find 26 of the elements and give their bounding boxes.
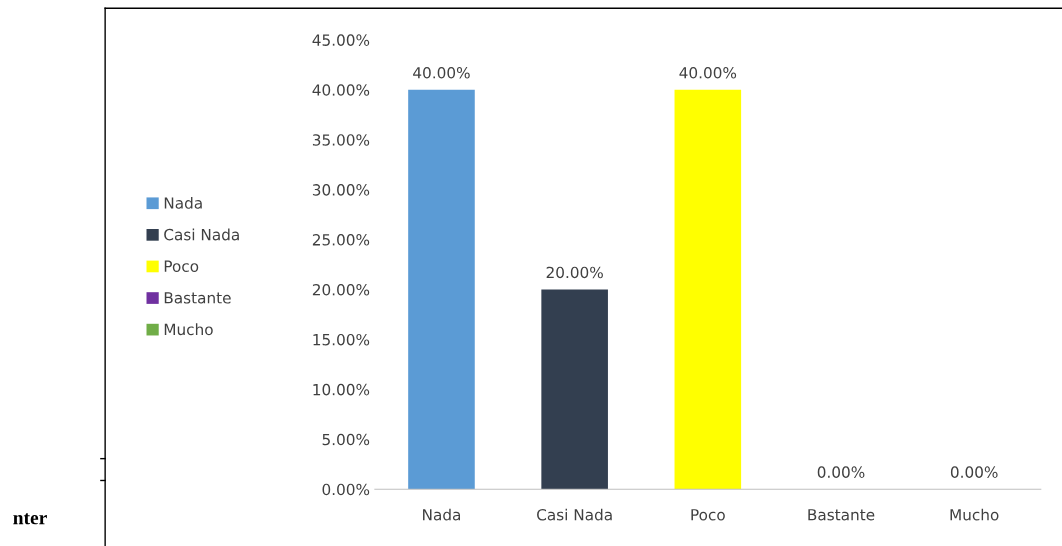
y-tick-label: 20.00% <box>312 283 370 296</box>
y-tick-label: 35.00% <box>312 134 370 146</box>
data-label: 40.00% <box>679 66 737 79</box>
y-tick-label: 0.00% <box>322 483 370 496</box>
y-tick-label: 40.00% <box>312 84 370 96</box>
data-label: 0.00% <box>817 466 865 478</box>
y-tick-label: 10.00% <box>313 383 370 396</box>
legend-label: Nada <box>164 196 202 209</box>
y-tick-label: 45.00% <box>312 34 370 46</box>
data-label: 0.00% <box>950 466 998 478</box>
data-label: 20.00% <box>546 266 603 279</box>
legend-label: Bastante <box>164 292 231 304</box>
y-tick-label: 25.00% <box>312 234 370 246</box>
x-tick-label: Poco <box>691 509 725 521</box>
legend-label: Mucho <box>164 323 213 336</box>
x-tick-label: Nada <box>423 508 461 521</box>
x-tick-label: Mucho <box>950 508 999 521</box>
x-tick-label: Casi Nada <box>537 508 612 521</box>
data-label: 40.00% <box>413 66 470 79</box>
y-tick-label: 30.00% <box>312 184 370 196</box>
y-tick-label: 15.00% <box>313 333 370 346</box>
x-tick-label: Bastante <box>808 509 875 521</box>
text: nter <box>13 513 47 525</box>
legend-label: Casi Nada <box>164 228 239 241</box>
legend-label: Poco <box>164 260 199 272</box>
y-tick-label: 5.00% <box>322 433 370 446</box>
